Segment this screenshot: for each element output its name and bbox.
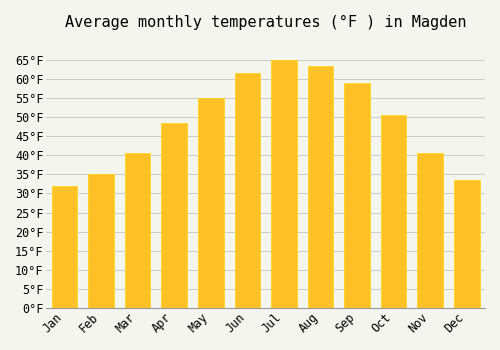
Bar [162, 123, 187, 308]
Bar [52, 186, 78, 308]
Bar [381, 115, 406, 308]
Bar [271, 60, 296, 308]
Bar [88, 174, 114, 308]
Title: Average monthly temperatures (°F ) in Magden: Average monthly temperatures (°F ) in Ma… [65, 15, 466, 30]
Bar [198, 98, 224, 308]
Bar [125, 153, 150, 308]
Bar [234, 74, 260, 308]
Bar [418, 153, 443, 308]
Bar [344, 83, 370, 308]
Bar [454, 180, 479, 308]
Bar [308, 66, 334, 308]
